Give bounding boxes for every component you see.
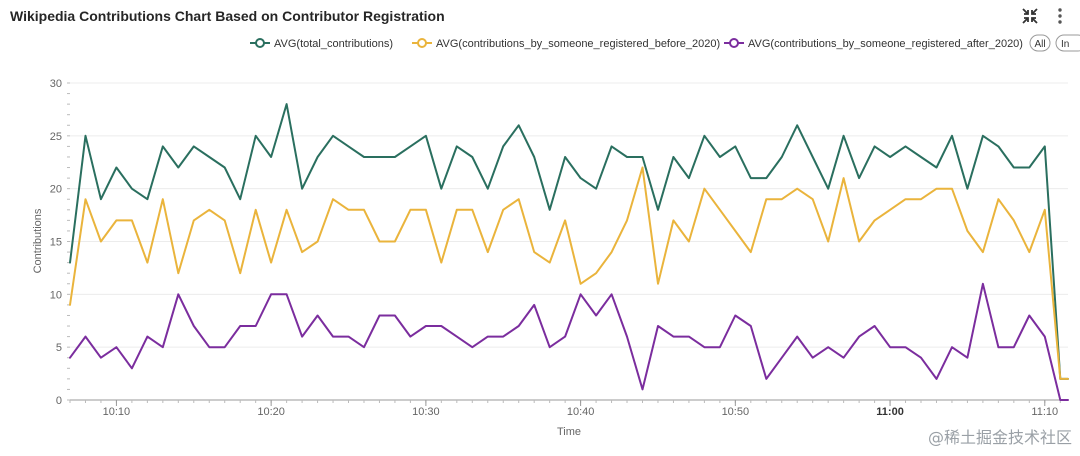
legend-marker-2 (417, 38, 427, 48)
axis-layer: 0 5 10 15 20 25 30 10:10 10:20 10:30 10:40 10:50 11:… (50, 78, 1068, 418)
legend: AVG(total_contributions) AVG(contribution… (250, 34, 1080, 52)
legend-marker-1 (255, 38, 265, 48)
x-tick-label: 10:50 (722, 406, 750, 418)
chart-header: Wikipedia Contributions Chart Based on C… (0, 0, 1080, 36)
x-tick-label: 10:10 (103, 406, 131, 418)
y-tick-label: 20 (50, 184, 62, 196)
x-tick-label: 10:20 (257, 406, 285, 418)
legend-label-2[interactable]: AVG(contributions_by_someone_registered_… (436, 38, 720, 50)
x-axis-label: Time (557, 426, 581, 438)
y-tick-label: 5 (56, 342, 62, 354)
grid-layer (70, 82, 1068, 401)
x-tick-label: 10:30 (412, 406, 440, 418)
chart-title: Wikipedia Contributions Chart Based on C… (10, 8, 445, 24)
series-line-3 (69, 282, 1069, 401)
series-line-1 (69, 103, 1069, 380)
y-tick-label: 15 (50, 237, 62, 249)
watermark-text: @稀土掘金技术社区 (927, 428, 1072, 447)
legend-all-label: All (1034, 39, 1045, 50)
x-tick-label: 11:10 (1031, 406, 1058, 418)
header-actions (1020, 6, 1070, 26)
y-tick-label: 10 (50, 289, 62, 301)
more-vertical-icon[interactable] (1050, 6, 1070, 26)
legend-label-1[interactable]: AVG(total_contributions) (274, 38, 393, 50)
series-line-2 (69, 166, 1069, 380)
x-tick-label: 10:40 (567, 406, 595, 418)
legend-in-label: In (1061, 39, 1069, 50)
legend-marker-3 (729, 38, 739, 48)
y-tick-label: 0 (56, 395, 62, 407)
y-tick-label: 30 (50, 78, 62, 90)
y-tick-label: 25 (50, 131, 62, 143)
collapse-icon[interactable] (1020, 6, 1040, 26)
legend-in-pill[interactable] (1055, 34, 1080, 52)
series-layer (69, 103, 1069, 401)
legend-all-pill[interactable] (1029, 34, 1051, 52)
legend-label-3[interactable]: AVG(contributions_by_someone_registered_… (748, 38, 1023, 50)
y-axis-label: Contributions (32, 208, 44, 273)
x-tick-label: 11:00 (876, 406, 904, 418)
